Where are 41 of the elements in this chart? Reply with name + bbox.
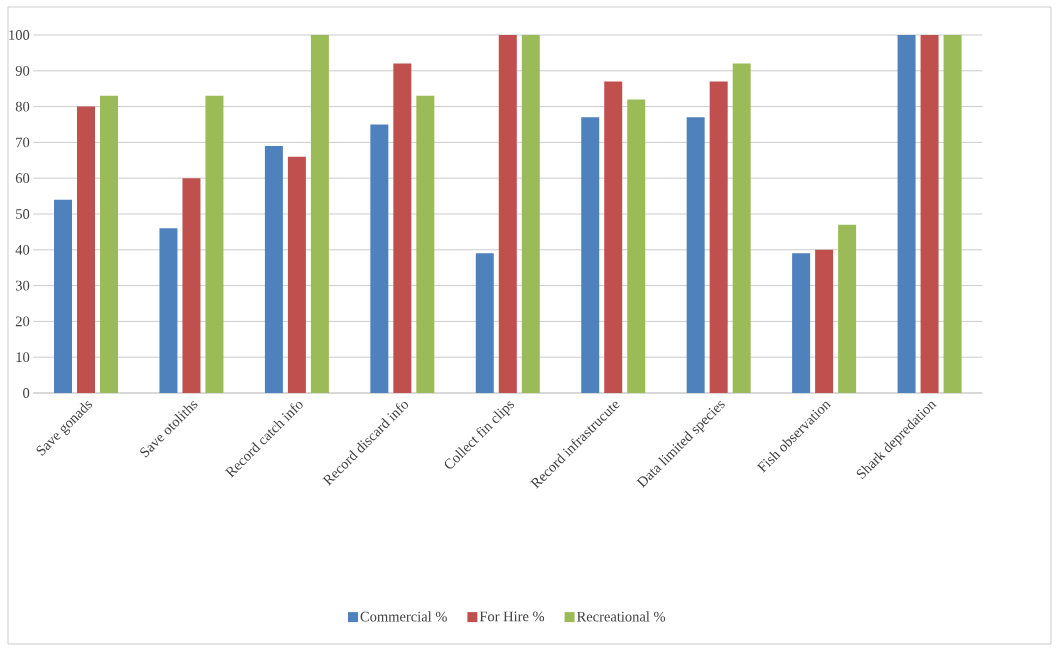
bar: [416, 95, 435, 393]
bar: [815, 249, 834, 393]
y-tick-label: 30: [15, 280, 30, 291]
bar: [77, 106, 96, 393]
bar: [287, 156, 306, 393]
bar: [581, 117, 600, 393]
bar: [838, 224, 857, 393]
y-tick-label: 10: [16, 352, 30, 363]
y-tick-label: 20: [15, 316, 30, 327]
bar: [627, 99, 646, 393]
bar: [732, 63, 751, 393]
y-tick-label: 40: [15, 244, 30, 255]
bar: [604, 81, 623, 393]
y-tick-label: 80: [15, 101, 30, 112]
bar: [182, 178, 201, 393]
bar: [943, 34, 962, 393]
bar: [475, 253, 494, 393]
bar: [792, 253, 811, 393]
bar: [159, 228, 178, 393]
y-tick-label: 90: [15, 65, 30, 76]
bar: [897, 34, 916, 393]
bar: [920, 34, 939, 393]
bar: [521, 34, 540, 393]
bar: [54, 199, 73, 393]
bar: [393, 63, 412, 393]
y-tick-label: 50: [16, 209, 30, 219]
y-tick-label: 70: [16, 137, 30, 148]
bar: [709, 81, 728, 393]
bar: [498, 34, 517, 393]
bar: [100, 95, 119, 393]
bar: [686, 117, 705, 393]
legend-label: Recreational %: [577, 611, 666, 622]
bar: [310, 34, 329, 393]
y-tick-label: 100: [9, 30, 30, 40]
bar: [205, 95, 224, 393]
y-tick-label: 60: [15, 173, 30, 184]
legend-label: For Hire %: [479, 611, 545, 622]
legend-label: Commercial %: [360, 611, 447, 622]
bar: [370, 124, 389, 393]
y-tick-label: 0: [23, 388, 30, 398]
bar: [264, 145, 283, 393]
